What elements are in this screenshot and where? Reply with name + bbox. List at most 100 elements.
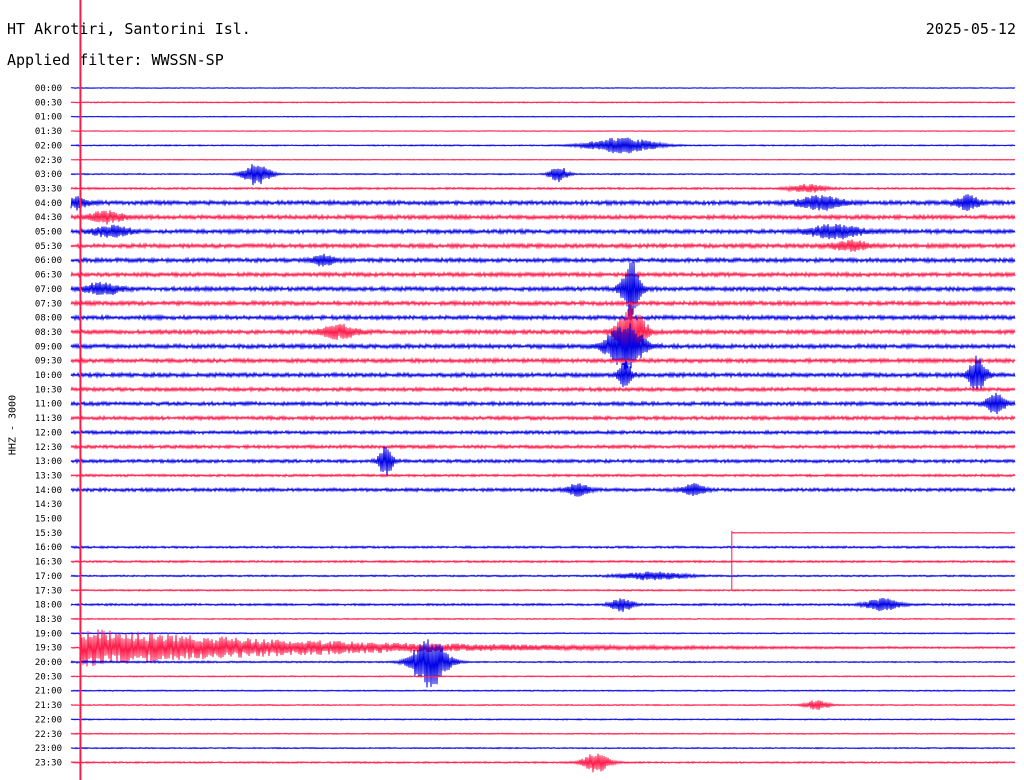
trace-row-2330 xyxy=(70,753,1016,773)
trace-layer xyxy=(70,86,1016,773)
trace-row-2100 xyxy=(70,689,1016,693)
trace-row-1830 xyxy=(70,617,1016,621)
trace-row-0000 xyxy=(70,86,1016,90)
trace-row-1030 xyxy=(70,385,1016,393)
time-tick-label: 14:00 xyxy=(35,486,62,496)
time-tick-label: 20:00 xyxy=(35,658,62,668)
trace-row-1330 xyxy=(70,473,1016,478)
time-tick-label: 16:30 xyxy=(35,558,62,568)
date-label: 2025-05-12 xyxy=(925,20,1016,38)
trace-row-0730 xyxy=(70,299,1016,308)
trace-row-1700 xyxy=(70,571,1016,581)
trace-row-1100 xyxy=(70,392,1016,415)
trace-row-1000 xyxy=(70,355,1016,392)
trace-row-0430 xyxy=(70,210,1016,225)
trace-row-0330 xyxy=(70,183,1016,193)
time-tick-label: 02:30 xyxy=(35,156,62,166)
trace-row-0230 xyxy=(70,158,1016,161)
time-tick-label: 21:00 xyxy=(35,687,62,697)
time-tick-label: 08:00 xyxy=(35,314,62,324)
time-tick-label: 22:30 xyxy=(35,730,62,740)
trace-row-1230 xyxy=(70,443,1016,450)
time-tick-label: 23:30 xyxy=(35,758,62,768)
trace-row-2130 xyxy=(70,700,1016,710)
time-tick-label: 05:30 xyxy=(35,242,62,252)
time-tick-label: 05:00 xyxy=(35,228,62,238)
time-tick-label: 23:00 xyxy=(35,744,62,754)
time-tick-label: 10:00 xyxy=(35,371,62,381)
trace-row-1730 xyxy=(70,588,1016,592)
trace-row-0100 xyxy=(70,115,1016,118)
trace-row-0930 xyxy=(70,356,1016,365)
trace-row-0030 xyxy=(70,101,1016,104)
time-tick-label: 11:00 xyxy=(35,400,62,410)
time-tick-label: 09:00 xyxy=(35,342,62,352)
time-tick-label: 17:00 xyxy=(35,572,62,582)
trace-row-1900 xyxy=(70,631,1016,635)
time-tick-label: 18:30 xyxy=(35,615,62,625)
time-tick-label: 13:00 xyxy=(35,457,62,467)
time-tick-label: 07:30 xyxy=(35,299,62,309)
trace-row-0900 xyxy=(70,323,1016,370)
time-tick-label: 06:00 xyxy=(35,256,62,266)
trace-row-2200 xyxy=(70,718,1016,721)
trace-row-2030 xyxy=(70,674,1016,678)
trace-row-0500 xyxy=(70,223,1016,240)
time-tick-label: 13:30 xyxy=(35,471,62,481)
marker-layer xyxy=(79,0,733,780)
trace-row-0130 xyxy=(70,130,1016,133)
time-tick-label: 20:30 xyxy=(35,672,62,682)
trace-row-0800 xyxy=(70,313,1016,322)
trace-row-1300 xyxy=(70,446,1016,477)
station-title: HT Akrotiri, Santorini Isl. xyxy=(7,20,251,38)
time-tick-label: 06:30 xyxy=(35,271,62,281)
trace-row-2300 xyxy=(70,746,1016,750)
trace-row-1630 xyxy=(70,559,1016,564)
time-tick-label: 12:30 xyxy=(35,443,62,453)
time-tick-label: 14:30 xyxy=(35,500,62,510)
time-tick-label: 19:30 xyxy=(35,644,62,654)
time-tick-label: 02:00 xyxy=(35,141,62,151)
trace-row-2230 xyxy=(70,732,1016,736)
time-tick-label: 21:30 xyxy=(35,701,62,711)
time-tick-label: 17:30 xyxy=(35,586,62,596)
time-tick-label: 08:30 xyxy=(35,328,62,338)
trace-row-1200 xyxy=(70,429,1016,436)
trace-row-2000 xyxy=(70,639,1016,688)
time-tick-label: 07:00 xyxy=(35,285,62,295)
time-tick-label: 16:00 xyxy=(35,543,62,553)
trace-row-1400 xyxy=(70,483,1016,497)
trace-row-0700 xyxy=(70,261,1016,320)
trace-row-0200 xyxy=(70,137,1016,154)
time-tick-label: 00:30 xyxy=(35,98,62,108)
time-tick-label: 22:00 xyxy=(35,715,62,725)
time-tick-label: 19:00 xyxy=(35,629,62,639)
trace-row-1530 xyxy=(731,531,1016,534)
trace-row-1130 xyxy=(70,414,1016,422)
time-tick-label: 01:30 xyxy=(35,127,62,137)
time-tick-label: 11:30 xyxy=(35,414,62,424)
trace-row-0300 xyxy=(70,164,1016,186)
time-tick-label: 03:00 xyxy=(35,170,62,180)
trace-row-0630 xyxy=(70,270,1016,279)
tick-label-layer: 00:00 00:30 01:00 01:30 02:00 02:30 03:00 03:30… xyxy=(35,84,62,768)
trace-row-0400 xyxy=(70,194,1016,212)
time-tick-label: 04:00 xyxy=(35,199,62,209)
time-tick-label: 04:30 xyxy=(35,213,62,223)
time-tick-label: 10:30 xyxy=(35,385,62,395)
trace-row-0530 xyxy=(70,239,1016,252)
trace-row-1600 xyxy=(70,545,1016,550)
time-tick-label: 15:00 xyxy=(35,515,62,525)
time-tick-label: 03:30 xyxy=(35,184,62,194)
time-tick-label: 01:00 xyxy=(35,113,62,123)
trace-row-0600 xyxy=(70,253,1016,267)
time-tick-label: 12:00 xyxy=(35,428,62,438)
trace-row-1800 xyxy=(70,597,1016,612)
trace-row-1930 xyxy=(70,629,1016,667)
time-tick-label: 00:00 xyxy=(35,84,62,94)
time-tick-label: 09:30 xyxy=(35,357,62,367)
time-tick-label: 15:30 xyxy=(35,529,62,539)
filter-label: Applied filter: WWSSN-SP xyxy=(7,51,224,69)
trace-row-0830 xyxy=(70,303,1016,361)
